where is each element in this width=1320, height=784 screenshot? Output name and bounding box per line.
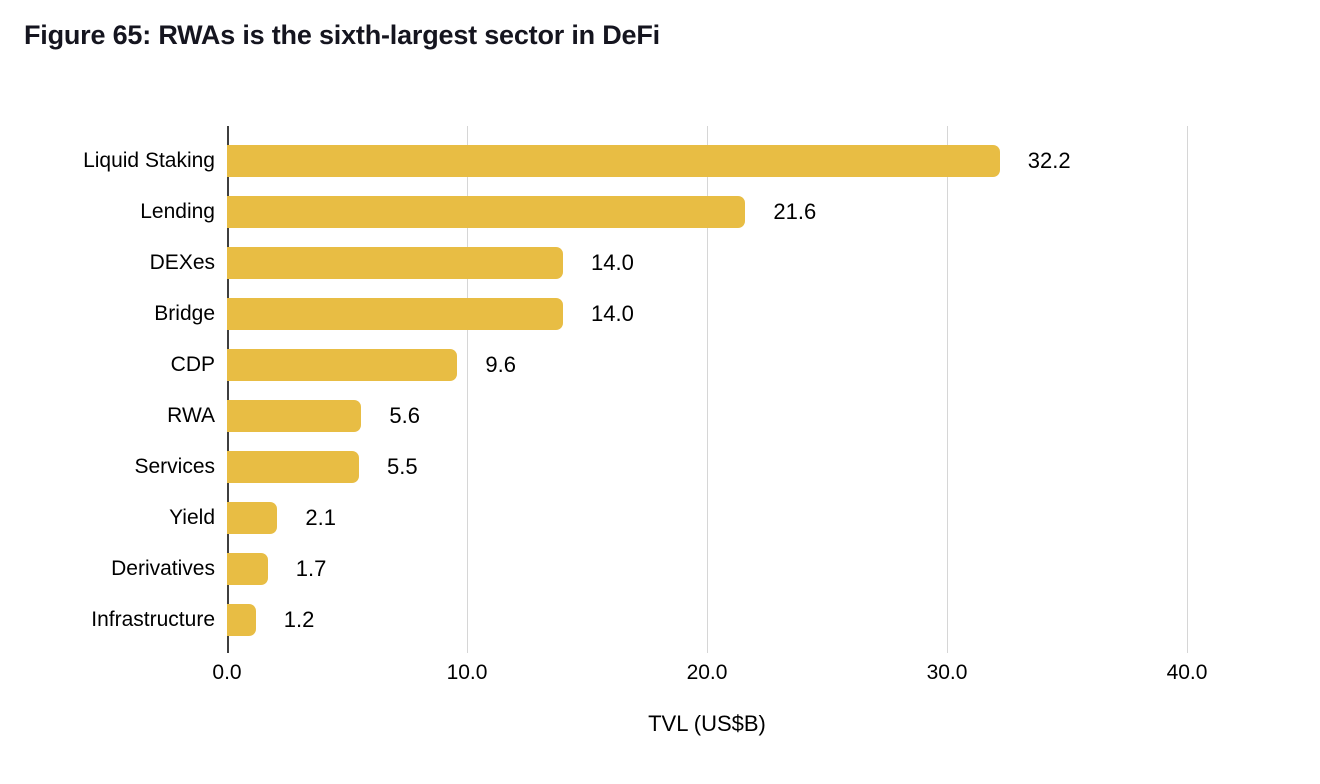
- category-label: Bridge: [154, 301, 215, 325]
- bar-value-label: 9.6: [485, 351, 516, 377]
- bar: [227, 246, 563, 279]
- bar-row: 32.2: [227, 135, 1296, 186]
- bar-row: 21.6: [227, 186, 1296, 237]
- bar-value-label: 5.6: [389, 402, 420, 428]
- bar-row: 5.6: [227, 390, 1296, 441]
- bar-value-label: 32.2: [1027, 147, 1071, 173]
- x-axis-tick-label: 10.0: [446, 661, 488, 684]
- bar-value-label: 2.1: [305, 504, 336, 530]
- bar-row: 9.6: [227, 339, 1296, 390]
- x-axis: 0.0 10.0 20.0 30.0 40.0 TVL (US$B): [212, 661, 1296, 737]
- bar-row: 5.5: [227, 441, 1296, 492]
- bar: [227, 144, 1000, 177]
- bar: [227, 603, 256, 636]
- bar-row: 2.1: [227, 492, 1296, 543]
- x-axis-tick-label: 0.0: [212, 661, 242, 684]
- bar-row: 14.0: [227, 237, 1296, 288]
- plot-region: 32.2 21.6 14.0 14.0 9.6 5.6 5.5 2.1 1.7 1.2: [227, 126, 1296, 653]
- category-label: Services: [134, 454, 215, 478]
- bar: [227, 450, 359, 483]
- bar: [227, 399, 362, 432]
- bar: [227, 297, 563, 330]
- bar: [227, 195, 746, 228]
- x-axis-tick-row: 0.0 10.0 20.0 30.0 40.0: [212, 661, 1296, 687]
- bar-rows: 32.2 21.6 14.0 14.0 9.6 5.6 5.5 2.1 1.7 1.2: [227, 135, 1296, 645]
- category-axis: Liquid Staking Lending DEXes Bridge CDP RWA Se…: [24, 135, 227, 645]
- category-label: Infrastructure: [91, 607, 215, 631]
- x-axis-tick-label: 40.0: [1166, 661, 1208, 684]
- bar-value-label: 1.2: [283, 606, 315, 632]
- category-label: Derivatives: [111, 556, 215, 580]
- category-label: RWA: [167, 403, 215, 427]
- bar-row: 14.0: [227, 288, 1296, 339]
- bar: [227, 552, 268, 585]
- bar-row: 1.7: [227, 543, 1296, 594]
- figure-title: Figure 65: RWAs is the sixth-largest sec…: [24, 20, 660, 50]
- bar-value-label: 14.0: [591, 249, 634, 275]
- category-label: DEXes: [149, 250, 215, 274]
- category-label: Liquid Staking: [83, 148, 215, 172]
- bar-value-label: 14.0: [591, 300, 634, 326]
- category-label: CDP: [170, 352, 215, 376]
- bar: [227, 501, 278, 534]
- plot-area: Liquid Staking Lending DEXes Bridge CDP RWA Se…: [24, 126, 1296, 653]
- bar-row: 1.2: [227, 594, 1296, 645]
- category-label: Yield: [169, 505, 215, 529]
- bar-value-label: 21.6: [773, 198, 817, 224]
- category-label: Lending: [140, 199, 215, 223]
- bar: [227, 348, 458, 381]
- bar-chart: Liquid Staking Lending DEXes Bridge CDP RWA Se…: [24, 126, 1296, 737]
- x-axis-title: TVL (US$B): [648, 711, 766, 736]
- x-axis-title-wrap: TVL (US$B): [227, 711, 1187, 737]
- x-axis-tick-label: 30.0: [926, 661, 968, 684]
- bar-value-label: 1.7: [295, 555, 327, 581]
- x-axis-tick-label: 20.0: [686, 661, 728, 684]
- bar-value-label: 5.5: [387, 453, 418, 479]
